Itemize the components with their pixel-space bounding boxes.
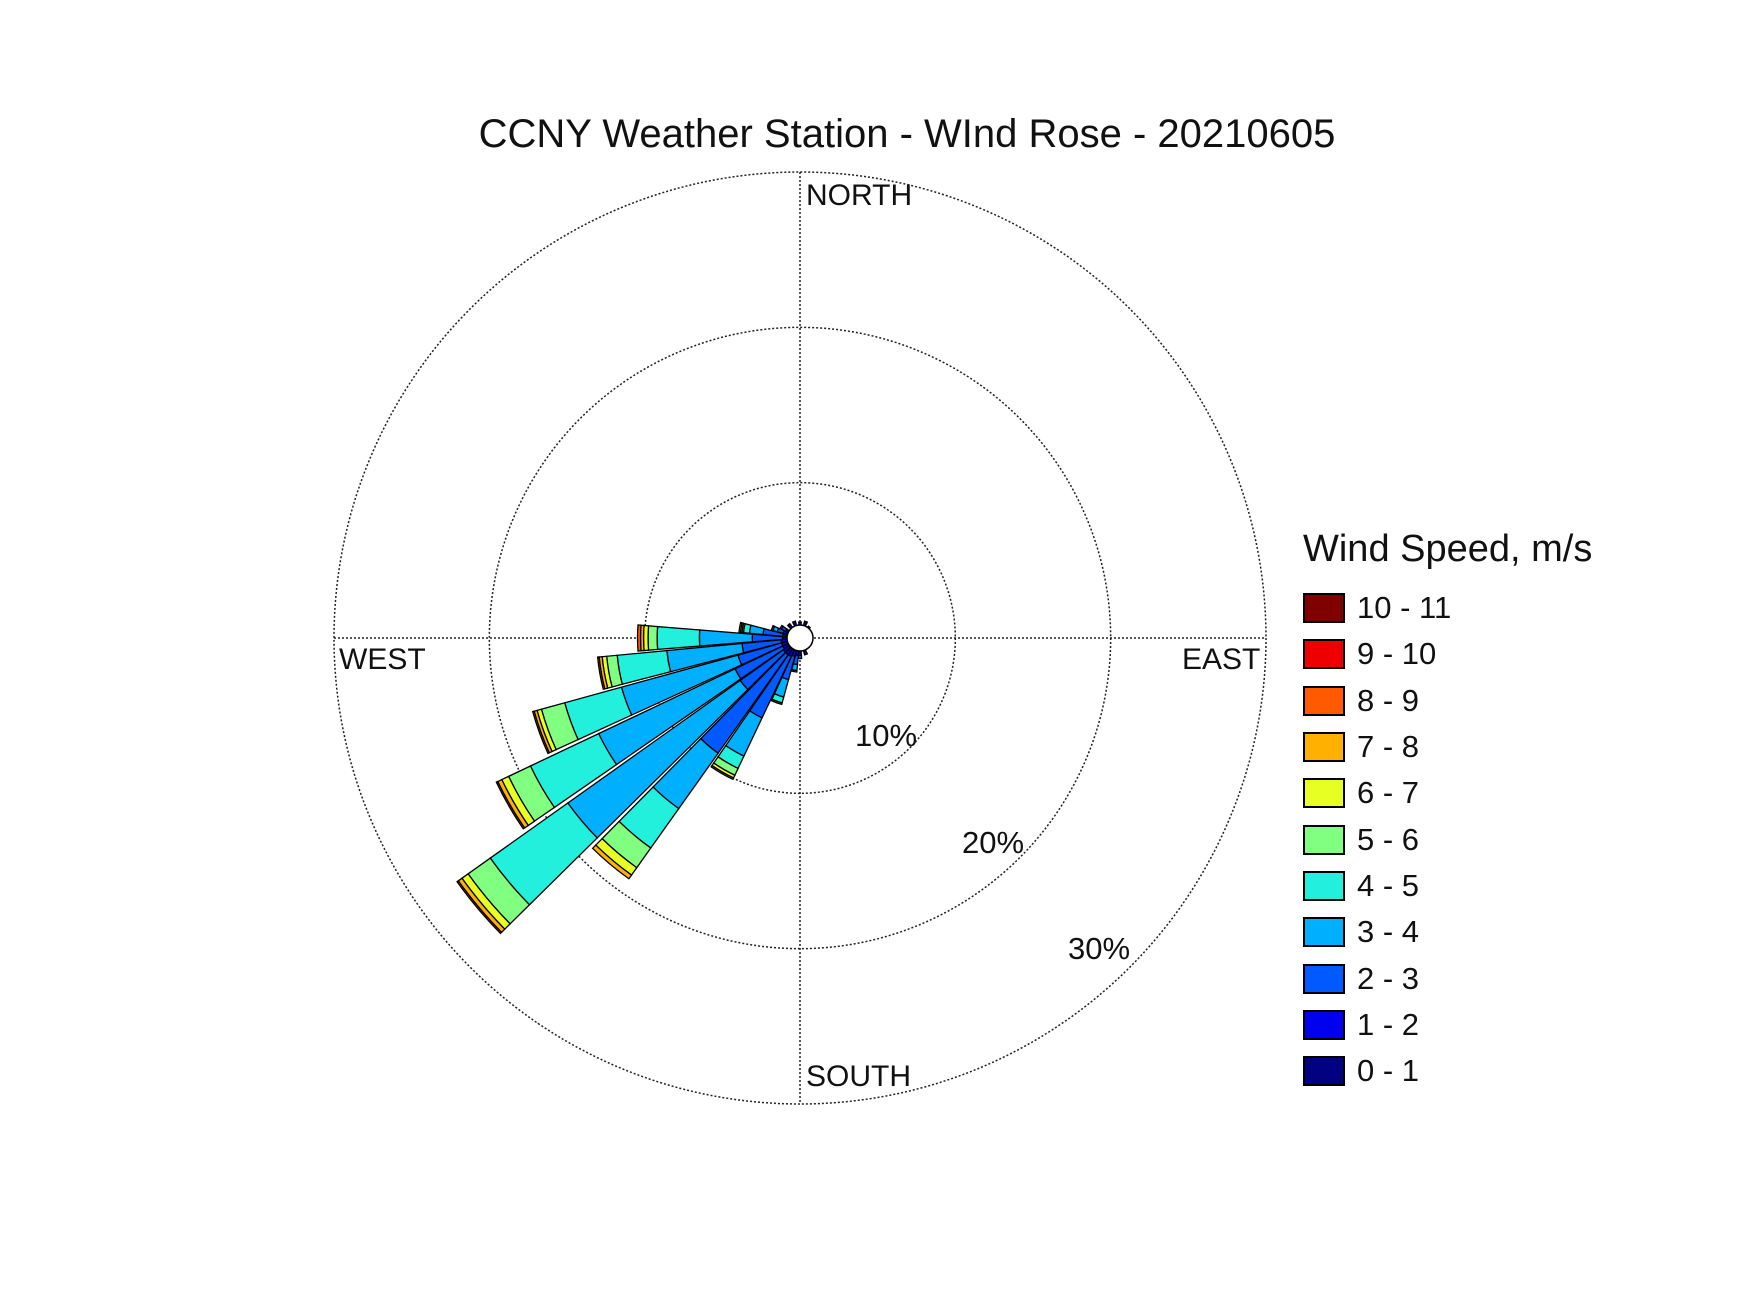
legend-swatch (1303, 778, 1345, 809)
grid-ring (333, 171, 1267, 1105)
legend-item: 4 - 5 (1303, 863, 1592, 909)
legend-item: 5 - 6 (1303, 816, 1592, 862)
legend-item: 3 - 4 (1303, 909, 1592, 955)
legend-label: 1 - 2 (1357, 1006, 1420, 1042)
wind-rose-segment (636, 624, 642, 652)
wind-rose-segment (531, 710, 551, 755)
legend-label: 9 - 10 (1357, 636, 1437, 672)
wind-rose-segment (591, 844, 633, 880)
legend-swatch (1303, 870, 1345, 901)
legend-swatch (1303, 685, 1345, 716)
legend-label: 3 - 4 (1357, 914, 1420, 950)
direction-label-south: SOUTH (806, 1060, 911, 1093)
legend-label: 0 - 1 (1357, 1053, 1420, 1089)
legend-item: 7 - 8 (1303, 724, 1592, 770)
ring-label-10: 10% (855, 718, 918, 753)
legend-items: 10 - 11 9 - 10 8 - 9 7 - 8 6 - 7 5 - 6 4 - 5 3 … (1303, 585, 1592, 1094)
legend-swatch (1303, 593, 1345, 624)
wind-rose-segment (803, 651, 809, 656)
direction-label-north: NORTH (806, 179, 913, 212)
ring-label-30: 30% (1068, 931, 1131, 966)
wind-rose-segment (656, 625, 701, 651)
center-hub (786, 624, 814, 652)
legend-label: 7 - 8 (1357, 729, 1420, 765)
wind-rose-segment (710, 764, 735, 781)
legend-label: 4 - 5 (1357, 867, 1420, 903)
legend-item: 10 - 11 (1303, 585, 1592, 631)
legend-swatch (1303, 963, 1345, 994)
legend-swatch (1303, 1056, 1345, 1087)
wind-rose-segment (748, 624, 765, 636)
direction-label-east: EAST (1182, 643, 1261, 676)
wind-rose-segment (803, 620, 809, 625)
legend-label: 5 - 6 (1357, 821, 1420, 857)
wind-rose-segment (786, 622, 792, 628)
wind-rose-segment (647, 625, 659, 651)
legend-item: 9 - 10 (1303, 631, 1592, 677)
legend-item: 0 - 1 (1303, 1048, 1592, 1094)
legend-title: Wind Speed, m/s (1303, 528, 1593, 570)
wind-rose-segment (797, 654, 803, 660)
legend-swatch (1303, 732, 1345, 763)
wind-rose-segment (790, 668, 798, 673)
legend-label: 10 - 11 (1357, 590, 1452, 626)
wind-rose-segment (779, 624, 784, 631)
legend: Wind Speed, m/s 10 - 11 9 - 10 8 - 9 7 - 8 6… (1303, 528, 1592, 1094)
wind-rose-segment (791, 620, 797, 625)
legend-label: 2 - 3 (1357, 960, 1420, 996)
direction-label-west: WEST (339, 643, 426, 676)
wind-rose-segment (495, 780, 526, 830)
wind-rose-segment (596, 656, 606, 691)
legend-label: 8 - 9 (1357, 682, 1420, 718)
legend-item: 1 - 2 (1303, 1002, 1592, 1048)
legend-swatch (1303, 824, 1345, 855)
legend-item: 2 - 3 (1303, 955, 1592, 1001)
wind-rose-petals (456, 620, 812, 935)
ring-label-20: 20% (962, 825, 1025, 860)
wind-rose-segment (770, 624, 776, 632)
chart-title: CCNY Weather Station - WInd Rose - 20210… (478, 112, 1336, 156)
legend-swatch (1303, 917, 1345, 948)
legend-swatch (1303, 639, 1345, 670)
legend-item: 8 - 9 (1303, 678, 1592, 724)
legend-label: 6 - 7 (1357, 775, 1420, 811)
legend-swatch (1303, 1009, 1345, 1040)
wind-rose-segment (770, 698, 783, 706)
wind-rose-segment (456, 879, 503, 935)
legend-item: 6 - 7 (1303, 770, 1592, 816)
wind-rose-segment (738, 621, 743, 634)
